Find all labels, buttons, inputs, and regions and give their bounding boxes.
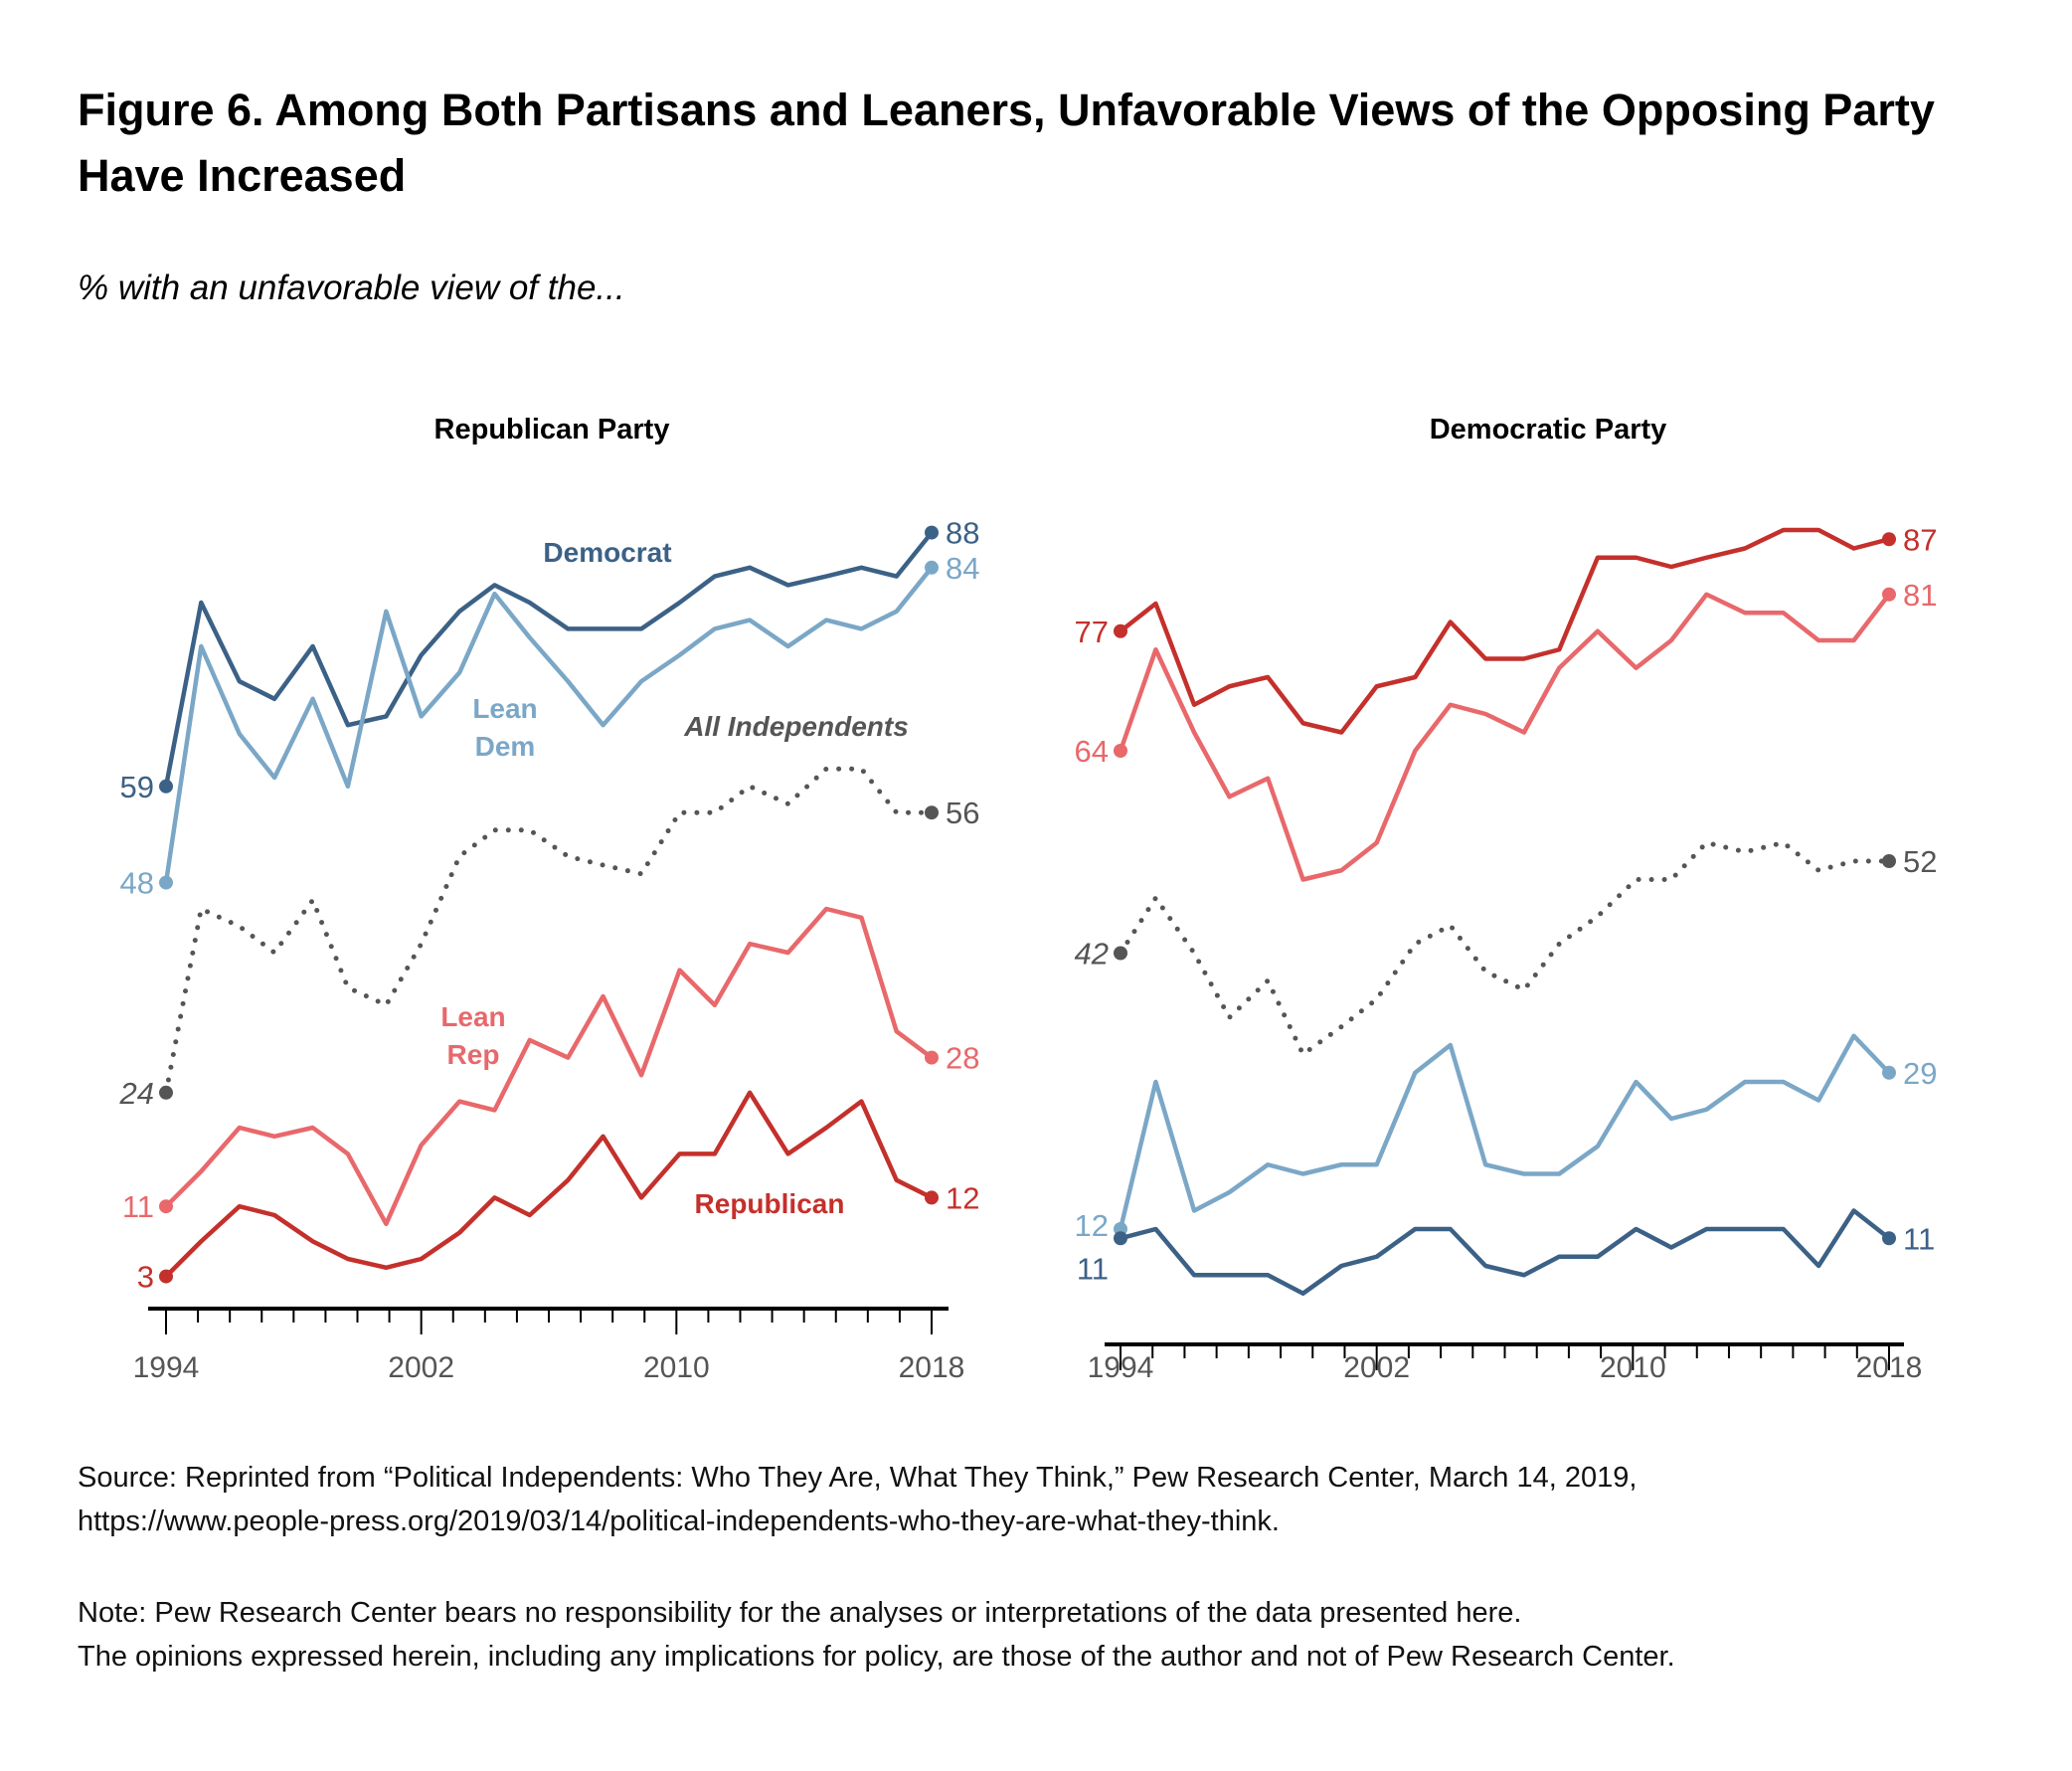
series-endpoint-lean_dem (1882, 1065, 1896, 1080)
series-endpoint-democrat (1882, 1231, 1896, 1246)
end-value-label: 11 (1903, 1221, 1935, 1256)
panel-title: Republican Party (434, 414, 670, 445)
series-label-lean_rep: Rep (447, 1039, 500, 1070)
start-value-label: 42 (1075, 937, 1109, 972)
series-label-lean_rep: Lean (440, 1001, 505, 1032)
x-tick-label: 2018 (899, 1351, 965, 1384)
end-value-label: 87 (1903, 522, 1937, 557)
note-text-2: The opinions expressed herein, including… (78, 1641, 1675, 1673)
series-endpoint-lean_dem (925, 560, 939, 575)
start-value-label: 77 (1075, 615, 1109, 649)
panel-title: Democratic Party (1430, 414, 1667, 445)
figure-title: Figure 6. Among Both Partisans and Leane… (78, 85, 1935, 201)
series-label-lean_dem: Lean (472, 693, 537, 724)
start-value-label: 3 (137, 1260, 154, 1295)
end-value-label: 81 (1903, 578, 1937, 613)
start-value-label: 64 (1075, 734, 1109, 769)
series-endpoint-independents (925, 805, 939, 820)
end-value-label: 84 (946, 551, 979, 586)
source-text: Source: Reprinted from “Political Indepe… (78, 1462, 1638, 1494)
series-endpoint-lean_rep (925, 1050, 939, 1065)
series-endpoint-republican (159, 1269, 173, 1284)
series-line-lean_rep (163, 906, 935, 1227)
note-text-1: Note: Pew Research Center bears no respo… (78, 1597, 1522, 1629)
series-line-lean_dem (1118, 1033, 1892, 1232)
x-tick-label: 1994 (133, 1351, 200, 1384)
series-endpoint-independents (1114, 946, 1127, 961)
series-line-lean_rep (1118, 592, 1892, 882)
series-endpoint-republican (925, 1190, 939, 1205)
end-value-label: 56 (946, 796, 979, 830)
series-line-republican (1118, 527, 1892, 735)
series-line-democrat (1118, 1208, 1892, 1296)
x-tick-label: 2002 (1343, 1351, 1410, 1384)
chart-subtitle: % with an unfavorable view of the... (78, 268, 625, 307)
end-value-label: 52 (1903, 844, 1937, 879)
series-endpoint-lean_rep (159, 1199, 173, 1214)
series-line-democrat (163, 530, 935, 790)
x-tick-label: 2018 (1856, 1351, 1923, 1384)
series-endpoint-lean_dem (159, 875, 173, 890)
end-value-label: 88 (946, 516, 979, 551)
series-endpoint-independents (159, 1085, 173, 1100)
series-line-republican (163, 1090, 935, 1279)
series-label-democrat: Democrat (543, 537, 671, 568)
series-endpoint-democrat (925, 525, 939, 540)
series-label-republican: Republican (695, 1188, 845, 1219)
start-value-label: 11 (1077, 1251, 1109, 1286)
series-endpoint-republican (1114, 623, 1127, 638)
start-value-label: 12 (1075, 1208, 1109, 1243)
start-value-label: 24 (119, 1076, 154, 1111)
series-line-independents (1118, 840, 1892, 1057)
series-endpoint-lean_rep (1882, 587, 1896, 602)
end-value-label: 12 (946, 1180, 979, 1215)
series-endpoint-democrat (159, 779, 173, 794)
end-value-label: 28 (946, 1041, 979, 1076)
series-line-independents (163, 766, 935, 1096)
x-tick-label: 2002 (388, 1351, 454, 1384)
source-url[interactable]: https://www.people-press.org/2019/03/14/… (78, 1505, 1280, 1537)
x-tick-label: 2010 (643, 1351, 710, 1384)
series-endpoint-independents (1882, 854, 1896, 868)
x-tick-label: 2010 (1600, 1351, 1666, 1384)
series-endpoint-lean_rep (1114, 744, 1127, 758)
series-endpoint-republican (1882, 532, 1896, 547)
series-label-independents: All Independents (683, 711, 909, 742)
series-label-lean_dem: Dem (475, 731, 536, 762)
end-value-label: 29 (1903, 1056, 1937, 1091)
start-value-label: 48 (120, 866, 154, 901)
start-value-label: 59 (120, 770, 154, 804)
start-value-label: 11 (122, 1189, 154, 1224)
series-endpoint-democrat (1114, 1231, 1127, 1246)
series-line-lean_dem (163, 565, 935, 885)
x-tick-label: 1994 (1088, 1351, 1154, 1384)
